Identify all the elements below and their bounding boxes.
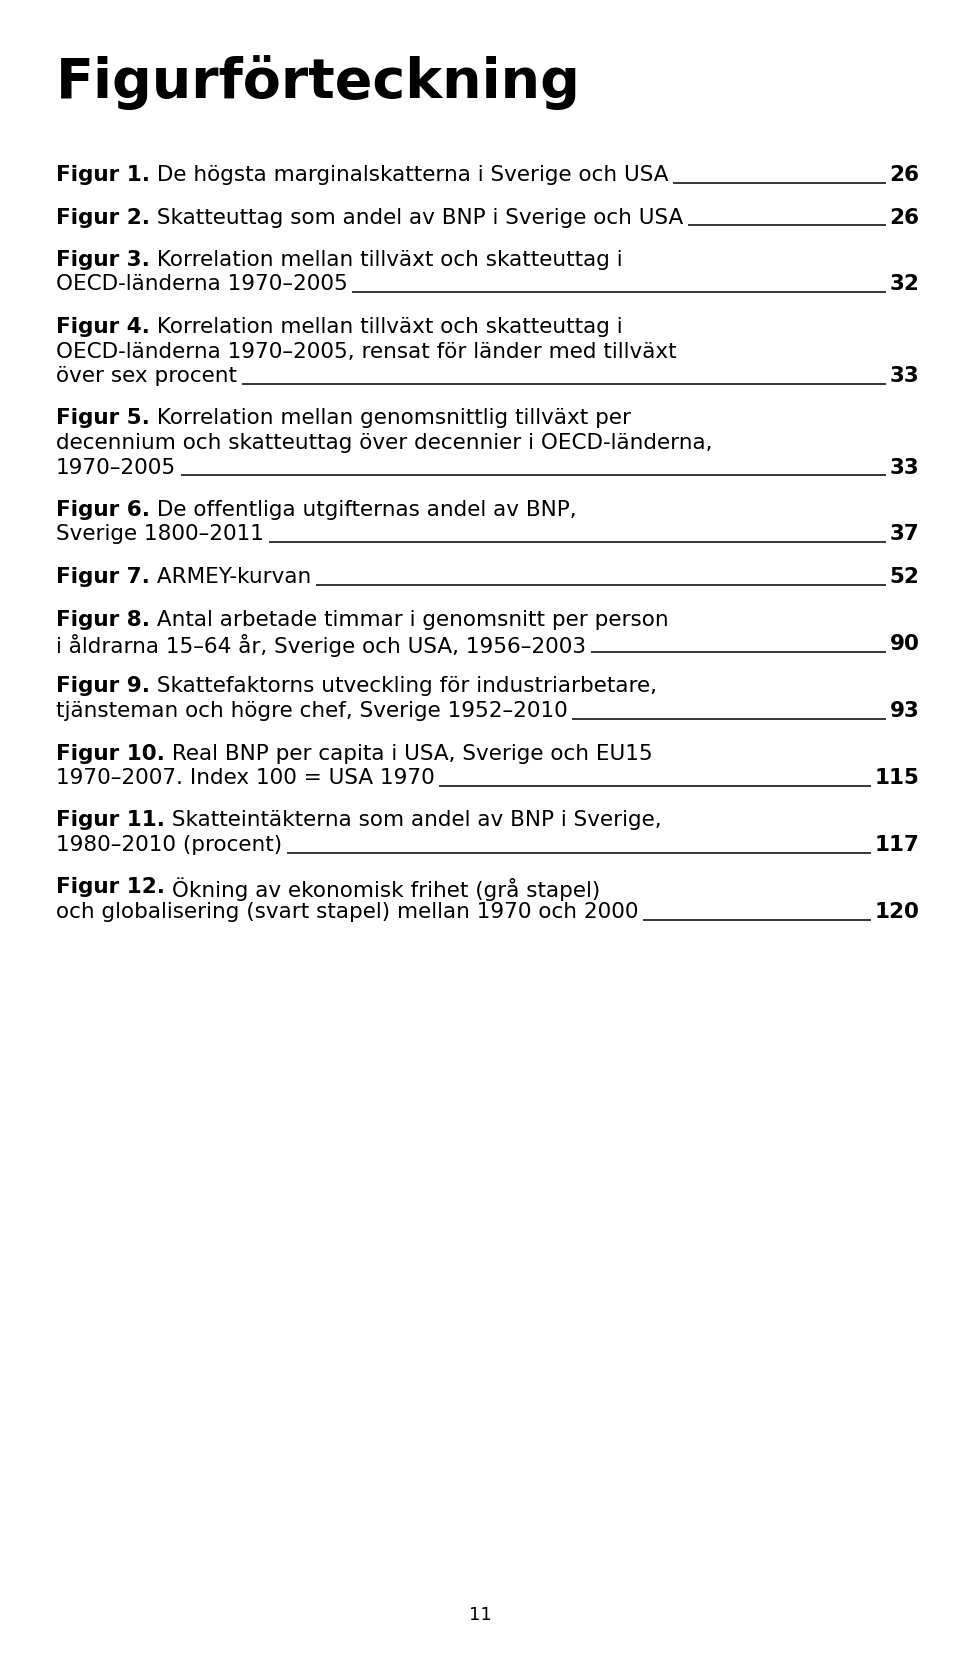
Text: OECD-länderna 1970–2005: OECD-länderna 1970–2005 xyxy=(56,274,348,295)
Text: Skatteuttag som andel av BNP i Sverige och USA: Skatteuttag som andel av BNP i Sverige o… xyxy=(150,207,683,227)
Text: 32: 32 xyxy=(890,274,920,295)
Text: Figur 5.: Figur 5. xyxy=(56,408,150,428)
Text: Figur 4.: Figur 4. xyxy=(56,317,150,337)
Text: 33: 33 xyxy=(890,458,920,478)
Text: Skattefaktorns utveckling för industriarbetare,: Skattefaktorns utveckling för industriar… xyxy=(150,677,657,697)
Text: ARMEY-kurvan: ARMEY-kurvan xyxy=(150,567,311,587)
Text: 1970–2005: 1970–2005 xyxy=(56,458,176,478)
Text: Figur 7.: Figur 7. xyxy=(56,567,150,587)
Text: Figur 10.: Figur 10. xyxy=(56,743,164,763)
Text: Antal arbetade timmar i genomsnitt per person: Antal arbetade timmar i genomsnitt per p… xyxy=(150,609,668,629)
Text: OECD-länderna 1970–2005, rensat för länder med tillväxt: OECD-länderna 1970–2005, rensat för länd… xyxy=(56,342,676,362)
Text: 1970–2007. Index 100 = USA 1970: 1970–2007. Index 100 = USA 1970 xyxy=(56,768,435,788)
Text: Korrelation mellan tillväxt och skatteuttag i: Korrelation mellan tillväxt och skatteut… xyxy=(150,251,622,270)
Text: De högsta marginalskatterna i Sverige och USA: De högsta marginalskatterna i Sverige oc… xyxy=(150,164,668,186)
Text: 11: 11 xyxy=(468,1606,492,1624)
Text: Figur 6.: Figur 6. xyxy=(56,499,150,519)
Text: 90: 90 xyxy=(890,634,920,654)
Text: 93: 93 xyxy=(890,702,920,722)
Text: 26: 26 xyxy=(890,207,920,227)
Text: Real BNP per capita i USA, Sverige och EU15: Real BNP per capita i USA, Sverige och E… xyxy=(164,743,652,763)
Text: Figurförteckning: Figurförteckning xyxy=(56,55,581,109)
Text: Figur 1.: Figur 1. xyxy=(56,164,150,186)
Text: 120: 120 xyxy=(875,902,920,922)
Text: över sex procent: över sex procent xyxy=(56,367,237,387)
Text: decennium och skatteuttag över decennier i OECD-länderna,: decennium och skatteuttag över decennier… xyxy=(56,433,712,453)
Text: Korrelation mellan tillväxt och skatteuttag i: Korrelation mellan tillväxt och skatteut… xyxy=(150,317,622,337)
Text: Figur 2.: Figur 2. xyxy=(56,207,150,227)
Text: 52: 52 xyxy=(890,567,920,587)
Text: Ökning av ekonomisk frihet (grå stapel): Ökning av ekonomisk frihet (grå stapel) xyxy=(165,878,600,901)
Text: 37: 37 xyxy=(890,524,920,544)
Text: 1980–2010 (procent): 1980–2010 (procent) xyxy=(56,834,282,854)
Text: 33: 33 xyxy=(890,367,920,387)
Text: Korrelation mellan genomsnittlig tillväxt per: Korrelation mellan genomsnittlig tillväx… xyxy=(150,408,631,428)
Text: 26: 26 xyxy=(890,164,920,186)
Text: Figur 12.: Figur 12. xyxy=(56,878,165,898)
Text: Figur 11.: Figur 11. xyxy=(56,811,165,831)
Text: Figur 8.: Figur 8. xyxy=(56,609,150,629)
Text: Skatteintäkterna som andel av BNP i Sverige,: Skatteintäkterna som andel av BNP i Sver… xyxy=(165,811,661,831)
Text: tjänsteman och högre chef, Sverige 1952–2010: tjänsteman och högre chef, Sverige 1952–… xyxy=(56,702,567,722)
Text: 117: 117 xyxy=(875,834,920,854)
Text: De offentliga utgifternas andel av BNP,: De offentliga utgifternas andel av BNP, xyxy=(150,499,576,519)
Text: i åldrarna 15–64 år, Sverige och USA, 1956–2003: i åldrarna 15–64 år, Sverige och USA, 19… xyxy=(56,634,586,657)
Text: Figur 3.: Figur 3. xyxy=(56,251,150,270)
Text: Sverige 1800–2011: Sverige 1800–2011 xyxy=(56,524,264,544)
Text: och globalisering (svart stapel) mellan 1970 och 2000: och globalisering (svart stapel) mellan … xyxy=(56,902,638,922)
Text: 115: 115 xyxy=(875,768,920,788)
Text: Figur 9.: Figur 9. xyxy=(56,677,150,697)
